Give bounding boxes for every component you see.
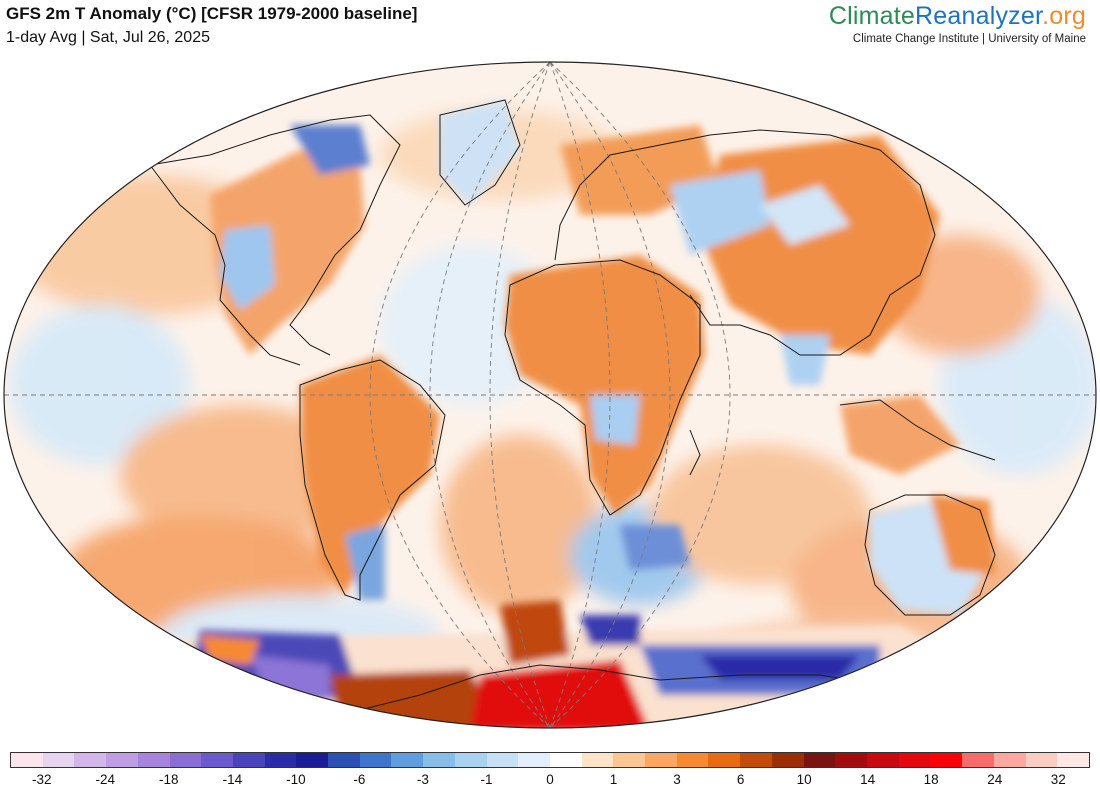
- colorbar-swatch: [962, 753, 994, 767]
- colorbar-swatch: [866, 753, 899, 767]
- colorbar-swatch: [42, 753, 75, 767]
- colorbar-tick-label: -18: [159, 772, 179, 787]
- colorbar-swatch: [645, 753, 677, 767]
- colorbar-swatch: [169, 753, 202, 767]
- colorbar-swatch: [423, 753, 455, 767]
- colorbar-swatch: [359, 753, 392, 767]
- colorbar-labels: -32 -24 -18 -14 -10 -6 -3 -1 0 1 3 6 10 14 18 24 32: [10, 772, 1090, 790]
- colorbar-swatch: [137, 753, 170, 767]
- graticule: [4, 62, 1096, 728]
- coastlines: [139, 99, 996, 728]
- colorbar-swatch: [930, 753, 963, 767]
- colorbar-swatch: [1025, 753, 1058, 767]
- colorbar-tick-label: 1: [609, 772, 618, 787]
- page-subtitle: 1-day Avg | Sat, Jul 26, 2025: [6, 29, 210, 46]
- brand-part-reanalyzer: Reanalyzer: [915, 2, 1043, 30]
- colorbar-swatch: [232, 753, 265, 767]
- colorbar-swatch: [11, 753, 43, 767]
- colorbar-tick-label: 18: [923, 772, 939, 787]
- colorbar-tick-label: 14: [860, 772, 876, 787]
- colorbar-swatch: [771, 753, 804, 767]
- colorbar-swatch: [993, 753, 1026, 767]
- colorbar-swatch: [201, 753, 233, 767]
- colorbar-swatch: [264, 753, 297, 767]
- colorbar-swatch: [676, 753, 709, 767]
- colorbar-swatch: [454, 753, 487, 767]
- colorbar-swatch: [486, 753, 519, 767]
- colorbar-swatch: [391, 753, 424, 767]
- page-title: GFS 2m T Anomaly (°C) [CFSR 1979-2000 ba…: [6, 4, 418, 23]
- colorbar-swatch: [581, 753, 614, 767]
- colorbar-swatch: [106, 753, 138, 767]
- anomaly-map: [3, 61, 1097, 729]
- colorbar-tick-label: -10: [286, 772, 306, 787]
- colorbar-swatch: [613, 753, 646, 767]
- globe-outline: [3, 61, 1097, 729]
- colorbar-tick-label: -3: [416, 772, 429, 787]
- colorbar-swatch: [835, 753, 867, 767]
- colorbar: [10, 752, 1090, 768]
- colorbar-tick-label: 6: [736, 772, 745, 787]
- colorbar-tick-label: 0: [546, 772, 554, 787]
- colorbar-tick-label: -32: [31, 772, 52, 787]
- colorbar-swatch: [296, 753, 329, 767]
- colorbar-tick-label: 3: [673, 772, 681, 787]
- brand-logo[interactable]: ClimateReanalyzer.org: [829, 2, 1086, 31]
- colorbar-swatch: [518, 753, 550, 767]
- brand-tagline: Climate Change Institute | University of…: [852, 33, 1086, 45]
- colorbar-tick-label: 24: [987, 772, 1003, 787]
- colorbar-swatch: [740, 753, 772, 767]
- brand-part-climate: Climate: [828, 2, 916, 30]
- colorbar-tick-label: -24: [95, 772, 116, 787]
- colorbar-swatch: [803, 753, 836, 767]
- brand-part-org: .org: [1042, 2, 1086, 30]
- colorbar-tick-label: 32: [1050, 772, 1066, 787]
- colorbar-swatch: [74, 753, 107, 767]
- colorbar-tick-label: -6: [353, 772, 366, 787]
- colorbar-swatch: [708, 753, 741, 767]
- colorbar-tick-label: -14: [222, 772, 243, 787]
- colorbar-swatch: [328, 753, 360, 767]
- colorbar-swatch: [549, 753, 582, 767]
- colorbar-tick-label: 10: [796, 772, 812, 787]
- colorbar-swatch: [898, 753, 931, 767]
- colorbar-tick-label: -1: [480, 772, 493, 787]
- colorbar-swatch: [1057, 753, 1089, 767]
